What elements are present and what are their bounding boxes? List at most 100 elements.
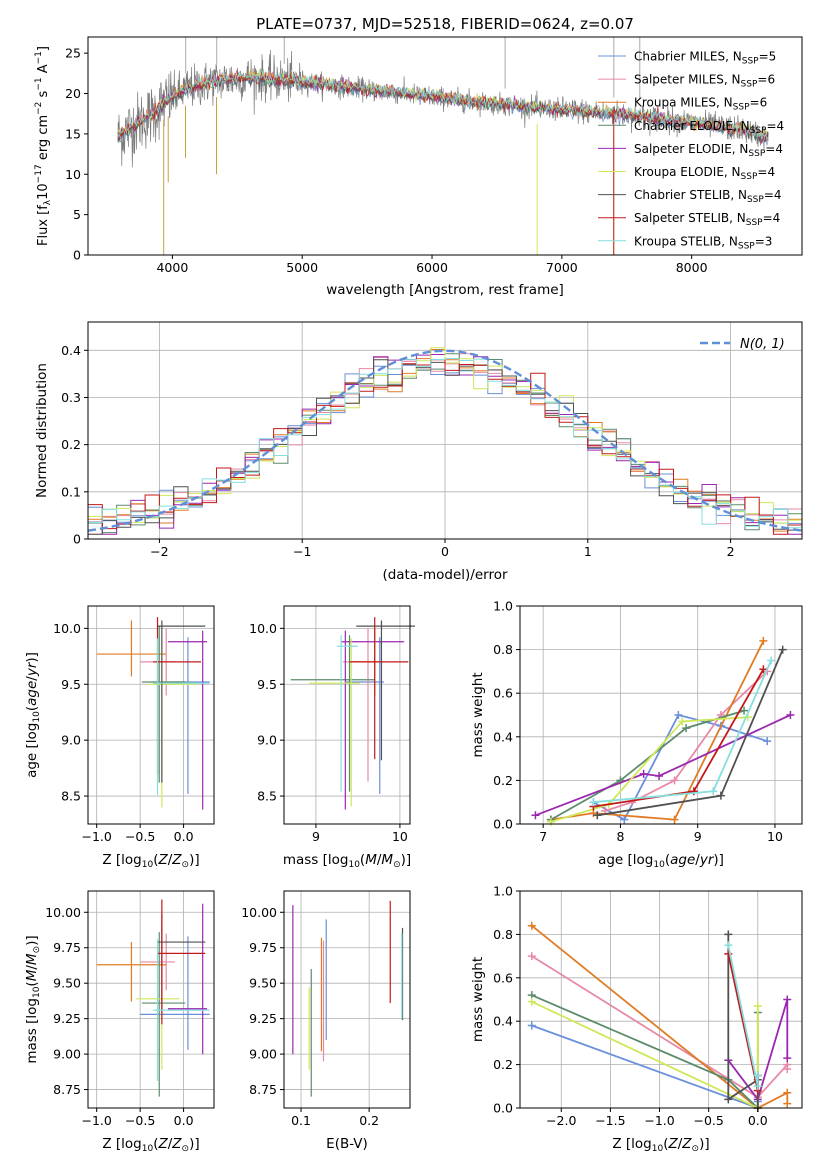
x-tick-label: 0 [441,544,449,559]
y-tick-label: 9.25 [53,1011,81,1026]
y-tick-label: 20 [65,86,81,101]
data-marker [709,787,718,796]
errorbar-point [349,617,409,760]
axes-frame [87,605,215,825]
y-axis-label: mass [log10(M/M⊙)] [24,935,42,1063]
x-tick-label: 10 [392,829,408,844]
x-tick-label: 0.2 [359,1113,379,1128]
errorbar-point [157,913,206,1013]
data-marker [783,1064,792,1073]
axes-frame [87,890,215,1109]
errorbar-point [356,620,416,761]
y-axis-label: mass weight [470,672,486,757]
data-marker [783,995,792,1004]
x-tick-label: 2 [727,544,735,559]
data-marker [527,921,536,930]
series-line [592,713,768,821]
legend: Chabrier MILES, NSSP=5 Salpeter MILES, NS… [598,50,784,251]
data-marker [767,656,776,665]
x-tick-label: −0.5 [693,1113,723,1128]
errorbar-point [96,620,167,677]
series-line [550,716,748,823]
x-tick-label: −2 [150,544,168,559]
residual-histogram-series [88,358,802,529]
series-line [531,924,789,1110]
data-marker [531,811,540,820]
mass-weight-series [589,656,776,807]
y-tick-label: 8.5 [61,789,81,804]
data-marker [527,997,536,1006]
axes-frame [519,605,803,825]
y-tick-label: 9.0 [61,733,81,748]
data-marker [724,941,733,950]
mass-weight-series [546,706,749,824]
errorbar-point [153,638,210,795]
legend-label: Kroupa STELIB, NSSP=3 [634,234,772,251]
y-axis-label: age [log10(age/yr)] [24,652,42,778]
series-line [593,668,765,808]
legend-label: Salpeter MILES, NSSP=6 [634,73,775,90]
axes-mass_vs_EBV [284,891,410,1108]
frame: −1.0 −0.5 0.0 8.5 9.0 9.5 10.0 [53,605,215,844]
y-tick-label: 0.4 [493,1014,513,1029]
errorbar-point [167,630,208,810]
mass-weight-series [527,997,762,1112]
y-tick-label: 8.75 [53,1082,81,1097]
x-tick-label: 5000 [286,260,318,275]
x-tick-label: 8 [616,829,624,844]
x-axis-label: wavelength [Angstrom, rest frame] [326,282,564,298]
y-tick-label: 5 [73,207,81,222]
x-axis-label: mass [log10(M/M⊙)] [283,852,411,870]
data-marker [527,1021,536,1030]
series-line [531,1024,759,1110]
data-marker [639,769,648,778]
y-tick-label: 0.4 [493,729,513,744]
errorbar-point [157,620,206,783]
x-tick-label: 7 [539,829,547,844]
errorbar-point [96,942,167,1002]
errorbar-point [346,637,384,794]
mass-weight-series [724,949,762,1095]
x-tick-label: 8000 [676,260,708,275]
y-tick-label: 9.50 [249,976,277,991]
y-tick-label: 10.00 [241,905,277,920]
x-tick-label: −2.0 [546,1113,576,1128]
axes-frame [87,36,803,256]
mass-weight-series [527,1021,762,1112]
x-tick-label: 0.0 [174,1113,194,1128]
data-marker [674,711,683,719]
axes-age_vs_mass [284,606,410,824]
axes-age_vs_Z [88,606,214,824]
data-marker [740,706,749,715]
y-tick-label: 0.0 [493,817,513,832]
residual-histogram-series [88,359,802,535]
x-tick-label: 7000 [546,260,578,275]
x-tick-label: 0.0 [174,829,194,844]
data-marker [678,717,687,726]
y-tick-label: 9.50 [53,976,81,991]
mass-weight-series [593,645,787,820]
data-marker [763,737,772,746]
series-line [550,709,745,821]
data-marker [753,1082,762,1091]
legend-label: Chabrier STELIB, NSSP=4 [634,188,782,205]
data-marker [620,815,629,824]
x-axis-label: Z [log10(Z/Z⊙)] [612,1136,709,1154]
axes-frame [283,890,411,1109]
frame: −1.0 −0.5 0.0 8.75 9.00 9.25 9.50 9.75 10.00 [45,890,215,1128]
mass-weight-series [531,711,795,820]
legend-label: Chabrier ELODIE, NSSP=4 [634,119,784,136]
axes-mass_vs_Z [88,891,214,1108]
x-axis-label: age [log10(age/yr)] [598,852,724,870]
y-tick-label: 0.6 [493,686,513,701]
data-marker [724,930,733,939]
errorbar-point [141,932,186,1097]
y-tick-label: 0 [73,248,81,263]
data-marker [589,798,598,807]
legend-label: Salpeter STELIB, NSSP=4 [634,211,780,228]
x-tick-label: 9 [694,829,702,844]
normal-reference-curve [87,349,803,532]
y-tick-label: 25 [65,46,81,61]
y-tick-label: 0.2 [61,437,81,452]
